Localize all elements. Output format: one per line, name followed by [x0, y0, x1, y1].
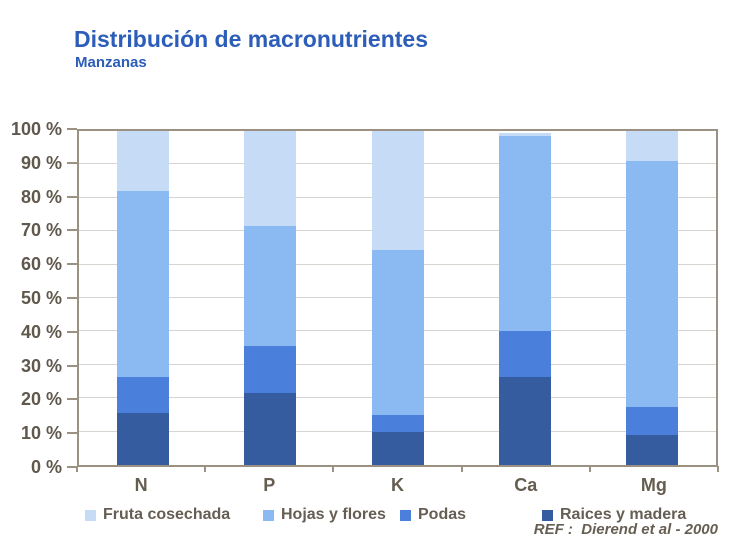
bar-segment	[371, 131, 424, 250]
chart-subtitle: Manzanas	[75, 54, 147, 71]
bar-segment	[626, 434, 679, 465]
y-axis-tick	[67, 161, 77, 164]
y-axis-tick-label: 100 %	[10, 119, 62, 139]
y-axis-tick	[67, 195, 77, 198]
y-axis-tick-label: 40 %	[20, 321, 62, 342]
stacked-bar-k	[371, 131, 424, 465]
bar-column-p	[206, 131, 333, 465]
legend-swatch-icon	[85, 509, 96, 521]
bar-column-k	[334, 131, 461, 465]
legend-label: Fruta cosechada	[103, 506, 231, 523]
bar-segment	[371, 431, 424, 465]
y-axis-tick	[67, 263, 77, 266]
bar-segment	[116, 191, 169, 377]
x-axis-ticks	[76, 466, 719, 473]
y-axis-tick-label: 60 %	[20, 254, 62, 275]
x-axis-category-label: P	[263, 475, 276, 495]
bar-segment	[626, 161, 679, 407]
y-axis-tick-label: 80 %	[20, 186, 62, 207]
y-axis-tick-label: 30 %	[20, 355, 62, 376]
bar-column-n	[79, 131, 206, 465]
x-axis-category-label: N	[134, 475, 148, 495]
y-axis-tick-label: 50 %	[20, 288, 62, 308]
x-axis-tick	[588, 466, 591, 472]
legend-label: Raices y madera	[560, 506, 687, 523]
y-axis-tick	[67, 297, 77, 299]
y-axis-tick-label: 90 %	[20, 152, 62, 173]
legend-item: Fruta cosechada	[85, 506, 230, 524]
reference-note: REF : Dierend et al - 2000	[533, 521, 718, 538]
bar-segment	[498, 132, 551, 137]
legend-swatch-icon	[400, 509, 411, 521]
legend-item: Hojas y flores	[263, 506, 386, 524]
y-axis-tick	[67, 128, 77, 130]
y-axis-ticks	[67, 128, 77, 468]
bar-segment	[244, 393, 297, 465]
x-axis-tick	[76, 466, 78, 472]
y-axis-tick	[67, 398, 77, 401]
x-axis-tick	[204, 466, 207, 472]
x-axis-tick	[332, 466, 335, 472]
bar-segment	[498, 376, 551, 465]
x-axis-tick	[460, 466, 463, 472]
bar-segment	[244, 346, 297, 394]
y-axis-tick-label: 10 %	[20, 423, 62, 444]
x-axis-tick	[717, 466, 719, 472]
chart-title: Distribución de macronutrientes	[74, 26, 429, 52]
y-axis-tick	[67, 229, 77, 232]
legend-item: Podas	[400, 506, 466, 524]
bar-segment	[116, 413, 169, 465]
x-axis-category-label: K	[391, 475, 404, 495]
bar-segment	[371, 414, 424, 432]
stacked-bar-ca	[498, 131, 551, 465]
stacked-bar-p	[244, 131, 297, 465]
x-axis-category-label: Ca	[514, 475, 538, 495]
stacked-bar-n	[116, 131, 169, 465]
legend: Fruta cosechada Hojas y flores Podas Raices…	[0, 506, 735, 528]
bar-segment	[626, 131, 679, 162]
stacked-bar-mg	[626, 131, 679, 465]
y-axis-tick	[67, 432, 77, 435]
bar-segment	[626, 406, 679, 435]
legend-swatch-icon	[263, 509, 274, 521]
legend-label: Hojas y flores	[281, 506, 386, 523]
y-axis-tick	[67, 364, 77, 367]
bar-segment	[498, 136, 551, 332]
bars	[79, 131, 716, 465]
bar-column-ca	[461, 131, 588, 465]
legend-item: Raices y madera	[542, 506, 686, 524]
y-axis-labels: 0 % 10 % 20 % 30 % 40 % 50 % 60 % 70 % 80 % 90 % 1…	[0, 120, 62, 476]
bar-segment	[244, 131, 297, 227]
bar-segment	[244, 226, 297, 347]
x-axis-category-label: Mg	[640, 475, 667, 495]
legend-label: Podas	[418, 506, 467, 523]
y-axis-tick	[67, 330, 77, 333]
y-axis-tick-label: 0 %	[30, 457, 62, 477]
bar-segment	[498, 331, 551, 377]
x-axis-labels: N P K Ca Mg	[77, 475, 718, 496]
bar-segment	[116, 376, 169, 414]
bar-segment	[116, 131, 169, 192]
y-axis-tick	[67, 466, 77, 468]
legend-swatch-icon	[542, 509, 553, 521]
bar-column-mg	[589, 131, 716, 465]
plot-area	[77, 129, 718, 467]
bar-segment	[371, 249, 424, 415]
y-axis-tick-label: 20 %	[20, 389, 62, 410]
y-axis-tick-label: 70 %	[20, 220, 62, 241]
